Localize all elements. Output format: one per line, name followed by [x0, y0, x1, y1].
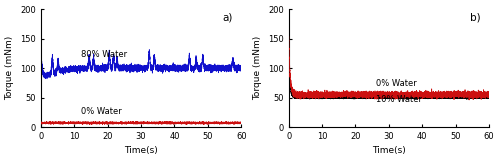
- X-axis label: Time(s): Time(s): [372, 147, 406, 155]
- X-axis label: Time(s): Time(s): [124, 147, 158, 155]
- Text: b): b): [470, 13, 481, 23]
- Text: 80% Water: 80% Water: [81, 50, 127, 59]
- Y-axis label: Torque (mNm): Torque (mNm): [6, 36, 15, 100]
- Y-axis label: Torque (mNm): Torque (mNm): [254, 36, 262, 100]
- Text: 0% Water: 0% Water: [81, 107, 122, 116]
- Text: a): a): [223, 13, 233, 23]
- Text: 10% Water: 10% Water: [376, 95, 422, 104]
- Text: 0% Water: 0% Water: [376, 79, 416, 88]
